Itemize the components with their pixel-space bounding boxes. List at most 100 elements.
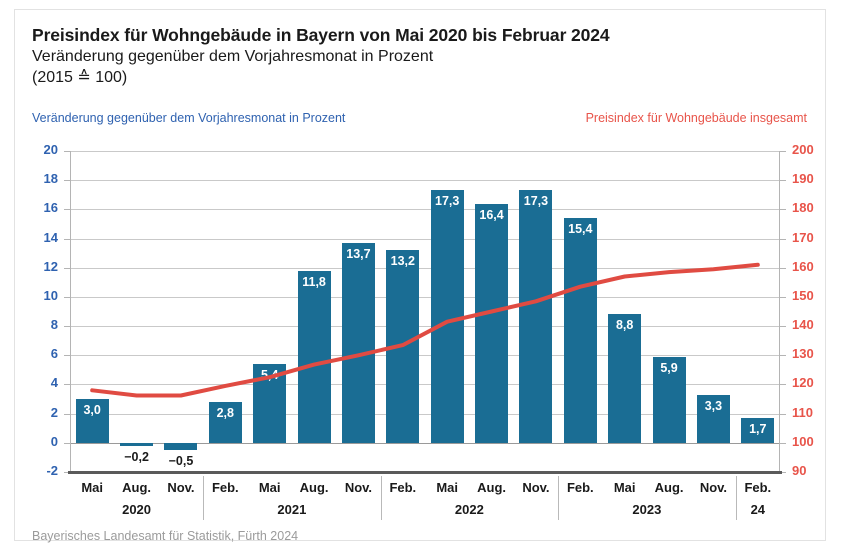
y-tick-mark <box>64 268 70 269</box>
x-axis-month-label: Feb. <box>389 480 417 495</box>
y-axis-tick-label: 8 <box>50 317 58 332</box>
bar-value-label: 1,7 <box>749 422 767 436</box>
y-tick-mark <box>64 355 70 356</box>
title-block: Preisindex für Wohngebäude in Bayern von… <box>32 24 802 88</box>
bar-value-label: 17,3 <box>523 194 549 209</box>
y-axis-tick-label: 16 <box>43 200 58 215</box>
y2-axis-tick-label: 120 <box>792 375 814 390</box>
bar-value-label: −0,2 <box>124 449 149 464</box>
x-axis-month-label: Mai <box>258 480 281 495</box>
y-tick-mark <box>64 180 70 181</box>
y2-axis-tick-label: 130 <box>792 346 814 361</box>
right-axis-line <box>779 151 780 472</box>
bar-value-label: 13,7 <box>346 246 371 261</box>
bar-value-label: 2,8 <box>216 405 234 420</box>
y2-tick-mark <box>780 151 786 152</box>
year-separator <box>558 476 560 520</box>
x-axis-month-label: Mai <box>81 480 104 495</box>
y-tick-mark <box>64 443 70 444</box>
y2-axis-tick-label: 150 <box>792 288 814 303</box>
page-title: Preisindex für Wohngebäude in Bayern von… <box>32 25 610 45</box>
y-axis-tick-label: 6 <box>50 346 58 361</box>
y-tick-mark <box>64 472 70 473</box>
gridline <box>70 297 780 298</box>
y2-tick-mark <box>780 355 786 356</box>
year-separator <box>380 476 382 520</box>
y2-tick-mark <box>780 326 786 327</box>
y2-tick-mark <box>780 443 786 444</box>
legend-left-axis: Veränderung gegenüber dem Vorjahresmonat… <box>32 111 346 125</box>
y-tick-mark <box>64 297 70 298</box>
y-tick-mark <box>64 151 70 152</box>
x-axis-year-label: 24 <box>750 502 766 517</box>
bar[interactable] <box>563 218 597 443</box>
y2-tick-mark <box>780 472 786 473</box>
x-axis-month-label: Feb. <box>566 480 594 495</box>
bar-value-label: 13,2 <box>390 254 415 269</box>
bar[interactable] <box>519 190 553 443</box>
y-tick-mark <box>64 209 70 210</box>
gridline <box>70 414 780 415</box>
x-axis-month-label: Nov. <box>344 480 373 495</box>
bar[interactable] <box>652 356 686 443</box>
bar[interactable] <box>297 270 331 443</box>
bar[interactable] <box>208 401 242 443</box>
y2-tick-mark <box>780 414 786 415</box>
y2-axis-tick-label: 190 <box>792 171 814 186</box>
gridline <box>70 384 780 385</box>
y2-axis-tick-label: 180 <box>792 200 814 215</box>
bottom-axis-line <box>68 471 782 474</box>
year-separator <box>203 476 205 520</box>
bar[interactable] <box>164 442 198 451</box>
x-axis-month-label: Nov. <box>699 480 728 495</box>
x-axis-month-label: Nov. <box>522 480 550 495</box>
bar[interactable] <box>120 442 154 446</box>
bar-value-label: 3,3 <box>704 398 723 413</box>
x-axis-month-label: Aug. <box>299 480 329 495</box>
x-axis-year-label: 2020 <box>122 502 152 517</box>
y2-axis-tick-label: 140 <box>792 317 814 332</box>
y-axis-tick-label: 20 <box>43 142 58 157</box>
y-axis-tick-label: 18 <box>43 171 58 186</box>
y-axis-tick-label: 14 <box>43 230 58 245</box>
bar-value-label: 16,4 <box>479 207 504 222</box>
bar-value-label: −0,5 <box>168 454 194 469</box>
y2-axis-tick-label: 100 <box>792 434 814 449</box>
y-tick-mark <box>64 414 70 415</box>
price-index-line <box>90 262 760 398</box>
bar-value-label: 3,0 <box>83 403 101 418</box>
chart-basis-note: (2015 ≙ 100) <box>32 69 128 86</box>
bar[interactable] <box>75 399 109 443</box>
bar[interactable] <box>696 394 730 443</box>
x-axis-month-label: Aug. <box>477 480 506 495</box>
bar[interactable] <box>608 314 642 443</box>
year-separator <box>735 476 737 520</box>
bar[interactable] <box>430 190 464 443</box>
y-axis-tick-label: 4 <box>50 375 58 390</box>
x-axis-year-label: 2023 <box>632 502 662 517</box>
price-index-line-series <box>90 262 760 398</box>
bar[interactable] <box>341 242 375 443</box>
y-axis-tick-label: 2 <box>50 405 58 420</box>
left-axis-line <box>70 151 71 472</box>
y-axis-tick-label: -2 <box>46 463 58 478</box>
bar[interactable] <box>741 418 775 443</box>
x-axis-year-label: 2022 <box>454 502 484 517</box>
x-axis-month-label: Nov. <box>167 480 195 495</box>
gridline <box>70 326 780 327</box>
y2-tick-mark <box>780 209 786 210</box>
x-axis-labels: Mai Aug. Nov. Feb. Mai Aug. Nov. Feb. Mai Aug. Nov… <box>70 476 780 528</box>
bar-value-label: 5,9 <box>660 360 678 375</box>
chart-card: Preisindex für Wohngebäude in Bayern von… <box>14 9 826 543</box>
bar[interactable] <box>475 203 509 443</box>
y2-axis-tick-label: 90 <box>792 463 807 478</box>
bar-value-label: 15,4 <box>568 222 593 237</box>
y2-tick-mark <box>780 239 786 240</box>
x-axis-month-label: Mai <box>613 480 636 495</box>
legend-right-axis: Preisindex für Wohngebäude insgesamt <box>585 111 807 125</box>
y-tick-mark <box>64 326 70 327</box>
y2-axis-tick-label: 160 <box>792 259 814 274</box>
y2-tick-mark <box>780 180 786 181</box>
y2-axis-tick-label: 110 <box>792 405 813 420</box>
